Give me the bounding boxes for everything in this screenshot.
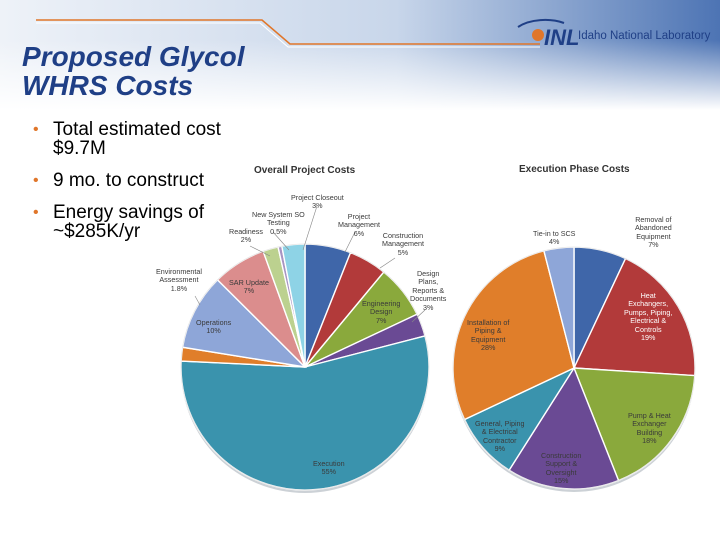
leader-line-2 (249, 245, 271, 257)
leader-line-4 (379, 257, 396, 269)
label-project-management: Project Management 6% (338, 212, 380, 238)
label-readiness: Readiness 2% (229, 227, 263, 245)
bullet-construct-time: 9 mo. to construct (33, 171, 221, 190)
label-execution: Execution 55% (313, 459, 345, 477)
header-fade (0, 40, 720, 110)
label-construction-support: Construction Support & Oversight 15% (541, 451, 582, 486)
label-new-system-so-testing: New System SO Testing 0.5% (252, 210, 305, 236)
execution-chart-title: Execution Phase Costs (519, 164, 630, 175)
logo-text: Idaho National Laboratory (578, 30, 711, 42)
label-installation-piping: Installation of Piping & Equipment 28% (467, 318, 510, 353)
leader-lines (194, 205, 426, 323)
logo-dot (532, 29, 544, 41)
leader-line-1 (272, 231, 290, 251)
slide-title: Proposed Glycol WHRS Costs (22, 42, 245, 100)
leader-line-6 (194, 295, 201, 306)
label-engineering-design: Engineering Design 7% (362, 299, 401, 325)
label-design-plans: Design Plans, Reports & Documents 3% (410, 269, 447, 312)
leader-line-3 (344, 231, 356, 253)
label-construction-management: Construction Management 5% (382, 231, 424, 257)
logo-mark: INL (544, 25, 579, 50)
slide-title-line-2: WHRS Costs (22, 70, 194, 101)
label-project-closeout: Project Closeout 3% (291, 193, 344, 211)
bullet-energy-savings: Energy savings of ~$285K/yr (33, 203, 221, 241)
label-general-contractor: General, Piping & Electrical Contractor 9… (475, 419, 525, 454)
header-accent-line (36, 19, 540, 45)
pie1-rim (452, 246, 696, 490)
label-sar-update: SAR Update 7% (229, 278, 269, 296)
slide-title-line-1: Proposed Glycol (22, 41, 245, 72)
execution-pie (452, 246, 696, 492)
overall-pie (180, 243, 430, 493)
overall-chart-title: Overall Project Costs (254, 165, 356, 176)
label-removal-abandoned-equipment: Removal of Abandoned Equipment 7% (635, 215, 672, 250)
header-banner (0, 0, 720, 110)
leader-line-5 (411, 309, 426, 323)
bullet-total-cost: Total estimated cost $9.7M (33, 120, 221, 158)
bullet-list: Total estimated cost $9.7M 9 mo. to cons… (33, 120, 221, 254)
header-accent-line-2 (36, 22, 540, 48)
label-tie-in-to-scs: Tie-in to SCS 4% (533, 229, 576, 247)
leader-line-0 (302, 205, 318, 251)
label-environmental-assessment: Environmental Assessment 1.8% (156, 267, 202, 293)
inl-logo: INL (517, 18, 579, 50)
label-operations: Operations 10% (196, 318, 232, 336)
label-heat-exchangers: Heat Exchangers, Pumps, Piping, Electric… (624, 291, 673, 343)
label-pump-heat-exchanger-building: Pump & Heat Exchanger Building 18% (628, 411, 671, 446)
logo-swoosh (517, 18, 565, 28)
